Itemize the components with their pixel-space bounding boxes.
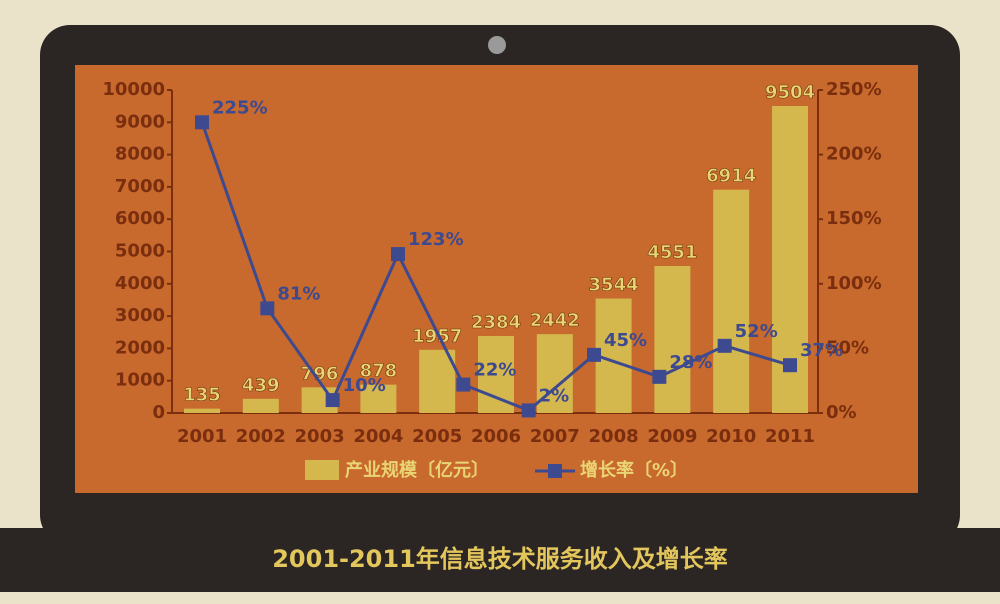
bar-label: 878: [360, 361, 398, 382]
line-label: 22%: [473, 360, 516, 381]
bar-label: 1957: [412, 326, 462, 347]
line-label: 45%: [604, 330, 647, 351]
x-tick-label: 2007: [530, 426, 580, 447]
bar-label: 9504: [765, 82, 815, 103]
line-label: 81%: [277, 283, 320, 304]
x-tick-label: 2008: [589, 426, 639, 447]
line-marker: [521, 403, 536, 418]
bar-label: 439: [242, 375, 280, 396]
x-tick-label: 2003: [295, 426, 345, 447]
y2-tick-label: 0%: [826, 402, 857, 423]
legend-marker: [548, 464, 562, 478]
line: [200, 121, 791, 413]
bar: [595, 298, 632, 413]
y-tick-label: 7000: [115, 176, 165, 197]
bar: [654, 266, 691, 413]
y2-tick-label: 50%: [826, 337, 869, 358]
y2-tick-label: 250%: [826, 79, 882, 100]
y2-tick-label: 200%: [826, 144, 882, 165]
x-tick-label: 2002: [236, 426, 286, 447]
bar-label: 135: [183, 385, 221, 406]
line-label: 2%: [539, 385, 570, 406]
line-marker: [717, 338, 732, 353]
bar: [713, 189, 750, 413]
line-marker: [456, 377, 471, 392]
line-marker: [391, 247, 405, 262]
bar-label: 2384: [471, 312, 521, 333]
line-marker: [195, 115, 209, 130]
line-marker: [325, 393, 340, 408]
y-tick-label: 8000: [115, 144, 165, 165]
x-tick-label: 2004: [353, 426, 403, 447]
bar: [419, 349, 456, 413]
x-tick-label: 2010: [706, 426, 756, 447]
line-label: 37%: [800, 340, 843, 361]
x-tick-label: 2001: [177, 426, 227, 447]
x-tick-label: 2009: [647, 426, 697, 447]
legend-label: 产业规模〔亿元〕: [345, 459, 489, 481]
line-marker: [652, 369, 667, 384]
bar-label: 4551: [647, 242, 697, 263]
line-marker: [587, 347, 601, 362]
x-tick-label: 2005: [412, 426, 462, 447]
bar: [242, 398, 279, 413]
y-tick-label: 3000: [115, 305, 165, 326]
title-bar: [0, 528, 1000, 592]
bar-label: 3544: [589, 275, 639, 296]
line-label: 52%: [735, 321, 778, 342]
legend-label: 增长率〔%〕: [580, 459, 688, 481]
bar-label: 2442: [530, 310, 580, 331]
y-tick-label: 6000: [115, 208, 165, 229]
line-label: 28%: [669, 352, 712, 373]
bar-label: 6914: [706, 166, 756, 187]
y-tick-label: 5000: [115, 241, 165, 262]
x-tick-label: 2011: [765, 426, 815, 447]
bar: [478, 335, 514, 413]
y-tick-label: 2000: [115, 337, 165, 358]
y2-tick-label: 150%: [826, 208, 882, 229]
x-tick-label: 2006: [471, 426, 521, 447]
line-marker: [260, 301, 275, 316]
y-tick-label: 4000: [115, 273, 165, 294]
y-tick-label: 10000: [102, 79, 165, 100]
y-tick-label: 0: [152, 402, 165, 423]
chart-title: 2001-2011年信息技术服务收入及增长率: [272, 545, 728, 573]
y-tick-label: 1000: [115, 370, 165, 391]
y-tick-label: 9000: [115, 111, 165, 132]
line-label: 123%: [408, 229, 464, 250]
bar: [184, 408, 220, 413]
bar: [360, 384, 397, 413]
line-label: 10%: [343, 375, 386, 396]
camera: [488, 36, 506, 54]
line-marker: [783, 358, 797, 373]
line-label: 225%: [212, 97, 268, 118]
y2-tick-label: 100%: [826, 273, 882, 294]
legend-swatch: [305, 460, 339, 480]
